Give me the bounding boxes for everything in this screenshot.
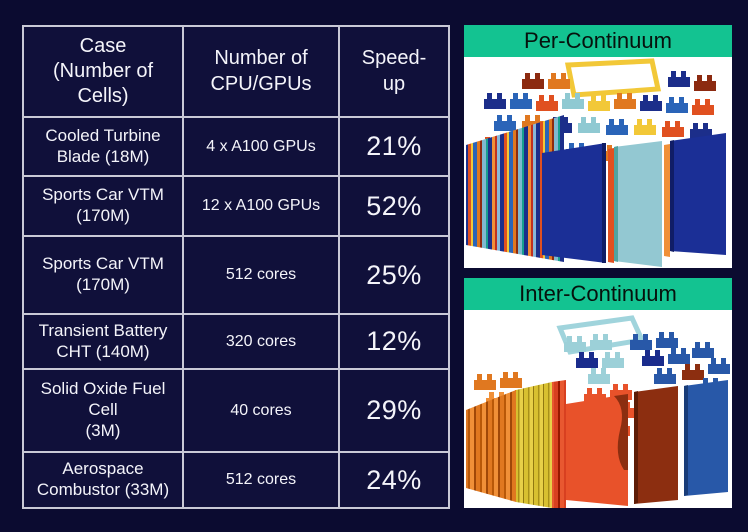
table-row: Cooled Turbine Blade (18M) 4 x A100 GPUs… (22, 116, 450, 177)
table-row: Sports Car VTM (170M) 512 cores 25% (22, 235, 450, 315)
inter-continuum-image (464, 310, 732, 508)
speedup-cell: 21% (338, 116, 450, 177)
resources-cell: 40 cores (182, 368, 340, 453)
case-cell: Transient Battery CHT (140M) (22, 313, 184, 370)
case-cell: Aerospace Combustor (33M) (22, 451, 184, 509)
speedup-cell: 12% (338, 313, 450, 370)
case-cell: Solid Oxide Fuel Cell (3M) (22, 368, 184, 453)
inter-continuum-panel: Inter-Continuum (464, 278, 732, 508)
speedup-cell: 24% (338, 451, 450, 509)
per-continuum-image (464, 57, 732, 268)
speedup-cell: 29% (338, 368, 450, 453)
resources-cell: 512 cores (182, 235, 340, 315)
header-speedup: Speed- up (338, 25, 450, 118)
per-continuum-panel: Per-Continuum (464, 25, 732, 268)
case-cell: Cooled Turbine Blade (18M) (22, 116, 184, 177)
table-row: Sports Car VTM (170M) 12 x A100 GPUs 52% (22, 175, 450, 237)
case-cell: Sports Car VTM (170M) (22, 235, 184, 315)
case-cell: Sports Car VTM (170M) (22, 175, 184, 237)
header-cpu-gpus: Number of CPU/GPUs (182, 25, 340, 118)
resources-cell: 320 cores (182, 313, 340, 370)
resources-cell: 12 x A100 GPUs (182, 175, 340, 237)
table-row: Transient Battery CHT (140M) 320 cores 1… (22, 313, 450, 370)
resources-cell: 512 cores (182, 451, 340, 509)
inter-continuum-title: Inter-Continuum (464, 278, 732, 310)
table-row: Solid Oxide Fuel Cell (3M) 40 cores 29% (22, 368, 450, 453)
table-header-row: Case (Number of Cells) Number of CPU/GPU… (22, 25, 450, 118)
speedup-table: Case (Number of Cells) Number of CPU/GPU… (22, 25, 450, 509)
resources-cell: 4 x A100 GPUs (182, 116, 340, 177)
table-row: Aerospace Combustor (33M) 512 cores 24% (22, 451, 450, 509)
header-case: Case (Number of Cells) (22, 25, 184, 118)
speedup-cell: 25% (338, 235, 450, 315)
per-continuum-title: Per-Continuum (464, 25, 732, 57)
speedup-cell: 52% (338, 175, 450, 237)
